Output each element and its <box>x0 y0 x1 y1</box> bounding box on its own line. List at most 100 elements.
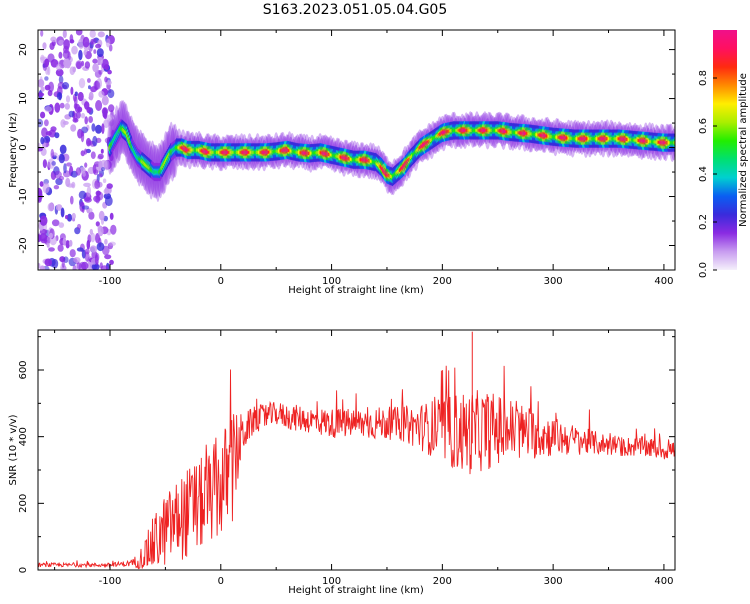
noise-blob <box>88 211 95 220</box>
noise-blob <box>91 263 100 270</box>
spectrogram-xtick-label: 300 <box>544 276 563 287</box>
noise-blob <box>49 42 55 50</box>
noise-blob <box>42 182 50 194</box>
noise-blob <box>109 212 114 220</box>
noise-blob <box>93 169 99 176</box>
noise-blob <box>65 59 71 69</box>
noise-blob <box>71 45 78 55</box>
noise-blob <box>56 92 63 100</box>
noise-blob <box>93 80 101 91</box>
noise-blob <box>88 85 91 90</box>
noise-blob <box>101 107 109 116</box>
noise-blob <box>59 144 67 154</box>
colorbar: 0.0 0.2 0.4 0.6 0.8 Normalized spectral ampl… <box>698 30 749 278</box>
snr-ytick-label: 600 <box>18 360 29 379</box>
noise-blob <box>78 190 87 200</box>
noise-blob <box>66 213 73 222</box>
noise-blob <box>53 170 62 179</box>
spectrogram-ytick-label: -20 <box>18 237 29 253</box>
colorbar-tick-label: 0.2 <box>698 214 709 230</box>
noise-blob <box>86 239 91 250</box>
noise-blob <box>61 82 70 90</box>
noise-blob <box>50 148 55 159</box>
noise-blob <box>50 126 57 132</box>
noise-blob <box>48 247 55 252</box>
noise-blob <box>41 127 48 138</box>
noise-blob <box>103 188 110 195</box>
spectrogram-ytick-label: 0 <box>18 144 29 150</box>
spectrogram-ylabel: Frequency (Hz) <box>8 112 19 188</box>
noise-blob <box>101 123 105 135</box>
noise-blob <box>90 151 96 159</box>
noise-blob <box>76 223 82 230</box>
snr-frame <box>37 329 676 571</box>
noise-blob <box>104 238 108 245</box>
noise-blob <box>38 196 42 203</box>
noise-blob <box>40 30 44 37</box>
noise-blob <box>63 163 67 174</box>
spectrogram-ytick-label: 10 <box>18 92 29 105</box>
noise-blob <box>75 167 81 176</box>
noise-blob <box>40 238 48 244</box>
spectrogram-ytick-label: -10 <box>18 188 29 204</box>
noise-blob <box>96 48 104 58</box>
noise-blob <box>77 106 83 113</box>
noise-blob <box>82 36 90 48</box>
snr-ytick-label: 0 <box>18 567 29 573</box>
noise-blob <box>63 39 70 50</box>
snr-xtick-label: 200 <box>433 576 452 587</box>
noise-blob <box>97 225 104 237</box>
noise-blob <box>101 167 105 172</box>
noise-blob <box>76 111 81 119</box>
noise-blob <box>44 106 52 113</box>
noise-blob <box>42 159 48 169</box>
noise-blob <box>84 197 92 203</box>
noise-blob <box>108 44 113 52</box>
noise-blob <box>86 186 92 197</box>
noise-blob <box>55 68 64 77</box>
noise-blob <box>62 237 67 246</box>
noise-blob <box>87 140 93 146</box>
noise-blob <box>91 38 97 45</box>
snr-xlabel: Height of straight line (km) <box>288 585 424 596</box>
snr-ytick-label: 400 <box>18 427 29 446</box>
noise-blob <box>65 240 70 249</box>
noise-blob <box>105 38 111 48</box>
noise-blob <box>39 181 44 187</box>
colorbar-tick-label: 0.4 <box>698 166 709 182</box>
noise-blob <box>93 49 97 54</box>
snr-ticks: -100 0 100 200 300 400 0 200 400 600 <box>18 330 675 587</box>
noise-blob <box>66 162 72 167</box>
noise-blob <box>81 126 89 134</box>
noise-blob <box>76 61 82 70</box>
noise-blob <box>51 161 56 166</box>
noise-blob <box>83 182 91 187</box>
noise-blob <box>72 117 79 123</box>
noise-blob <box>108 241 116 246</box>
noise-blob <box>39 265 46 270</box>
noise-blob <box>78 38 85 49</box>
noise-blob <box>107 69 112 75</box>
noise-blob <box>94 254 99 266</box>
noise-blob <box>109 259 114 265</box>
noise-blob <box>60 207 65 218</box>
noise-blob <box>102 178 107 184</box>
noise-blob <box>80 150 86 157</box>
noise-blob <box>84 116 88 125</box>
noise-blob <box>84 162 88 168</box>
noise-blob <box>89 245 98 253</box>
noise-blob <box>44 58 50 68</box>
snr-series-line <box>38 365 675 570</box>
snr-xtick-label: 300 <box>544 576 563 587</box>
noise-blob <box>38 262 41 269</box>
colorbar-label: Normalized spectral amplitude <box>738 73 749 227</box>
noise-blob <box>83 49 87 56</box>
noise-blob <box>65 95 71 103</box>
noise-blob <box>47 90 53 97</box>
noise-blob <box>44 258 53 267</box>
noise-blob <box>58 51 63 59</box>
noise-blob <box>84 251 90 262</box>
noise-blob <box>92 58 98 64</box>
snr-panel: -100 0 100 200 300 400 0 200 400 600 Height of st… <box>8 329 676 596</box>
